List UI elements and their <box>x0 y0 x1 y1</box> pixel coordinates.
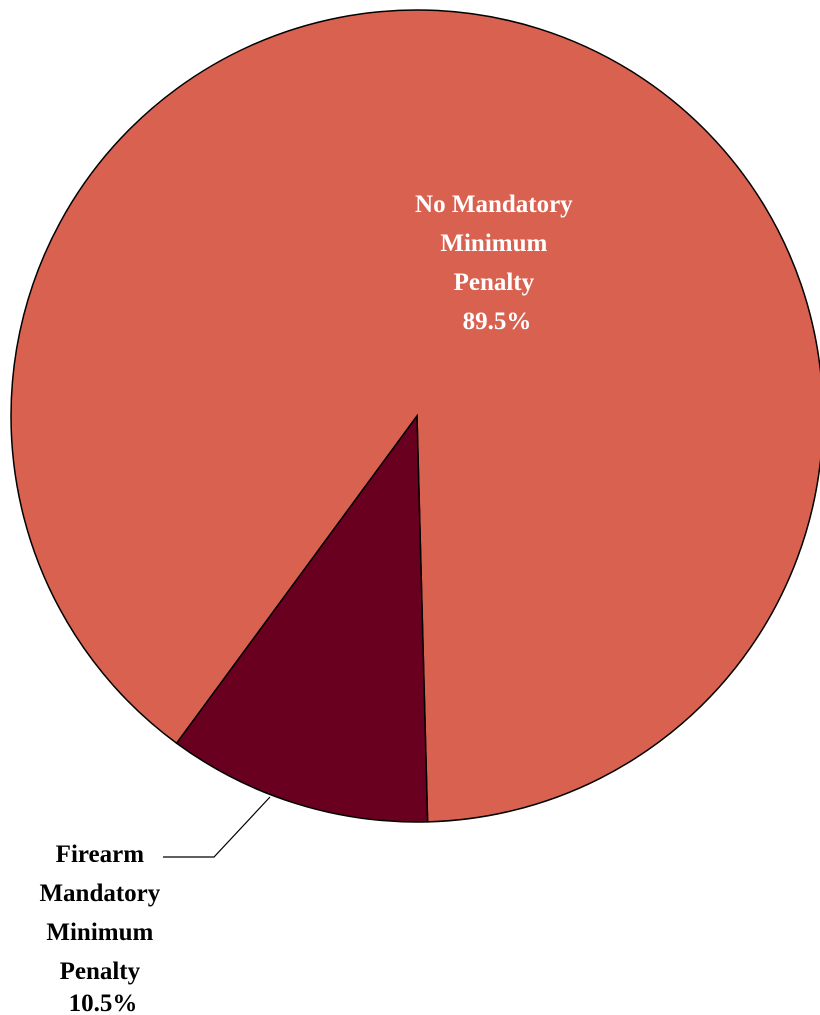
leader-line <box>163 796 271 858</box>
slice-label-line: Minimum <box>46 919 153 946</box>
slice-label-line: No Mandatory <box>415 191 573 218</box>
slice-label-line: Penalty <box>60 958 141 985</box>
slice-value-label: 89.5% <box>463 308 532 335</box>
slice-label-line: Penalty <box>454 269 535 296</box>
slice-label-no-mandatory-minimum: No Mandatory Minimum Penalty 89.5% <box>415 191 579 335</box>
pie-slices <box>10 9 820 823</box>
slice-firearm-mandatory-minimum <box>175 413 429 823</box>
slice-no-mandatory-minimum <box>10 9 820 823</box>
slice-label-firearm-mandatory-minimum: Firearm Mandatory Minimum Penalty 10.5% <box>39 841 166 1015</box>
slice-label-line: Firearm <box>56 841 145 868</box>
slice-label-line: Mandatory <box>39 880 160 907</box>
slice-value-label: 10.5% <box>69 990 138 1015</box>
slice-label-line: Minimum <box>440 230 547 257</box>
